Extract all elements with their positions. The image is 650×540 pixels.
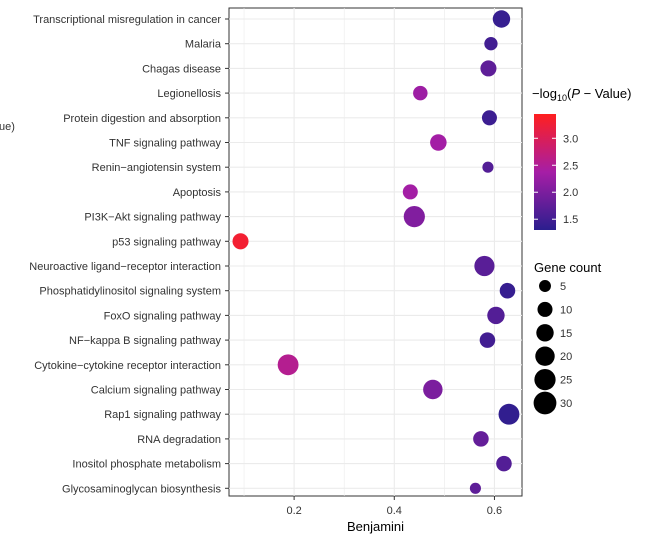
y-tick-label: Neuroactive ligand−receptor interaction xyxy=(29,261,221,273)
data-point xyxy=(403,206,425,228)
color-legend-ticks: 3.0 2.5 2.0 1.5 xyxy=(534,133,578,226)
data-point xyxy=(277,354,299,376)
plot-panel xyxy=(228,7,523,497)
y-tick-label: p53 signaling pathway xyxy=(112,236,221,248)
data-point xyxy=(484,37,498,51)
y-tick-label: Legionellosis xyxy=(157,88,221,100)
data-point xyxy=(498,403,520,425)
y-tick-label: Phosphatidylinositol signaling system xyxy=(39,286,221,298)
grid-lines xyxy=(229,8,522,496)
size-legend-dot xyxy=(535,346,555,366)
size-legend-dot xyxy=(537,301,553,317)
color-legend-title-rest: − Value) xyxy=(580,86,631,101)
data-point xyxy=(499,282,516,299)
size-legend-label: 30 xyxy=(560,398,572,410)
data-point xyxy=(496,455,512,472)
color-legend-title-italic-p: P xyxy=(571,86,580,101)
y-tick-label: Chagas disease xyxy=(142,63,221,75)
size-legend-label: 15 xyxy=(560,328,572,340)
y-tick-label: Glycosaminoglycan biosynthesis xyxy=(62,483,221,495)
data-point xyxy=(430,134,447,151)
x-axis-title: Benjamini xyxy=(347,519,404,534)
size-legend-dot xyxy=(533,391,557,415)
color-legend: −log10(P − Value) 3.0 2.5 2.0 1.5 xyxy=(532,86,631,230)
data-point xyxy=(469,482,481,494)
color-legend-tick-label: 2.0 xyxy=(563,187,578,199)
data-point xyxy=(487,306,505,325)
size-legend-label: 20 xyxy=(560,351,572,363)
size-legend-label: 25 xyxy=(560,375,572,387)
data-point xyxy=(481,110,497,126)
data-point xyxy=(492,10,511,28)
data-point xyxy=(479,332,496,348)
y-tick-label: Transcriptional misregulation in cancer xyxy=(33,14,221,26)
color-legend-tick-label: 2.5 xyxy=(563,160,578,172)
size-legend-dot xyxy=(539,280,551,292)
color-legend-tick-label: 1.5 xyxy=(563,214,578,226)
color-legend-bar xyxy=(534,114,556,230)
data-point xyxy=(413,85,428,101)
y-tick-label: Protein digestion and absorption xyxy=(63,113,221,125)
x-tick-label: 0.4 xyxy=(387,505,402,517)
data-point xyxy=(423,379,443,400)
data-point xyxy=(402,184,418,200)
clipped-legend-title-fragment: ue) xyxy=(0,121,15,133)
y-tick-label: TNF signaling pathway xyxy=(109,138,221,150)
x-tick-label: 0.6 xyxy=(487,505,502,517)
x-tick-label: 0.2 xyxy=(286,505,301,517)
color-legend-title-prefix: −log xyxy=(532,86,557,101)
data-point xyxy=(474,255,495,277)
color-legend-title-open-paren: ( xyxy=(567,86,572,101)
size-legend-dot xyxy=(536,324,554,342)
size-legend-dot xyxy=(534,369,556,391)
color-legend-title-subscript: 10 xyxy=(557,93,567,103)
size-legend-items: 5 10 15 20 25 30 xyxy=(533,280,572,415)
size-legend-title: Gene count xyxy=(534,260,602,275)
y-tick-label: Apoptosis xyxy=(173,187,222,199)
y-tick-label: FoxO signaling pathway xyxy=(104,310,222,322)
size-legend-label: 10 xyxy=(560,304,572,316)
y-tick-label: Malaria xyxy=(185,39,222,51)
x-axis: 0.2 0.4 0.6 xyxy=(286,496,502,517)
y-tick-label: Renin−angiotensin system xyxy=(92,162,221,174)
data-point xyxy=(482,161,494,173)
data-point xyxy=(232,233,249,250)
data-points xyxy=(232,10,520,494)
color-legend-title: −log10(P − Value) xyxy=(532,86,631,103)
size-legend-label: 5 xyxy=(560,281,566,293)
plot-background xyxy=(228,7,523,497)
y-tick-label: PI3K−Akt signaling pathway xyxy=(84,212,221,224)
data-point xyxy=(480,60,497,77)
y-tick-label: NF−kappa B signaling pathway xyxy=(69,335,221,347)
y-tick-label: Calcium signaling pathway xyxy=(91,385,222,397)
y-tick-label: Cytokine−cytokine receptor interaction xyxy=(34,360,221,372)
y-tick-label: Rap1 signaling pathway xyxy=(104,409,221,421)
data-point xyxy=(473,431,489,447)
y-tick-label: Inositol phosphate metabolism xyxy=(72,459,221,471)
y-tick-label: RNA degradation xyxy=(137,434,221,446)
size-legend: Gene count 5 10 15 20 25 30 xyxy=(533,260,602,415)
y-axis: Transcriptional misregulation in cancer M… xyxy=(29,14,229,495)
color-legend-tick-label: 3.0 xyxy=(563,133,578,145)
